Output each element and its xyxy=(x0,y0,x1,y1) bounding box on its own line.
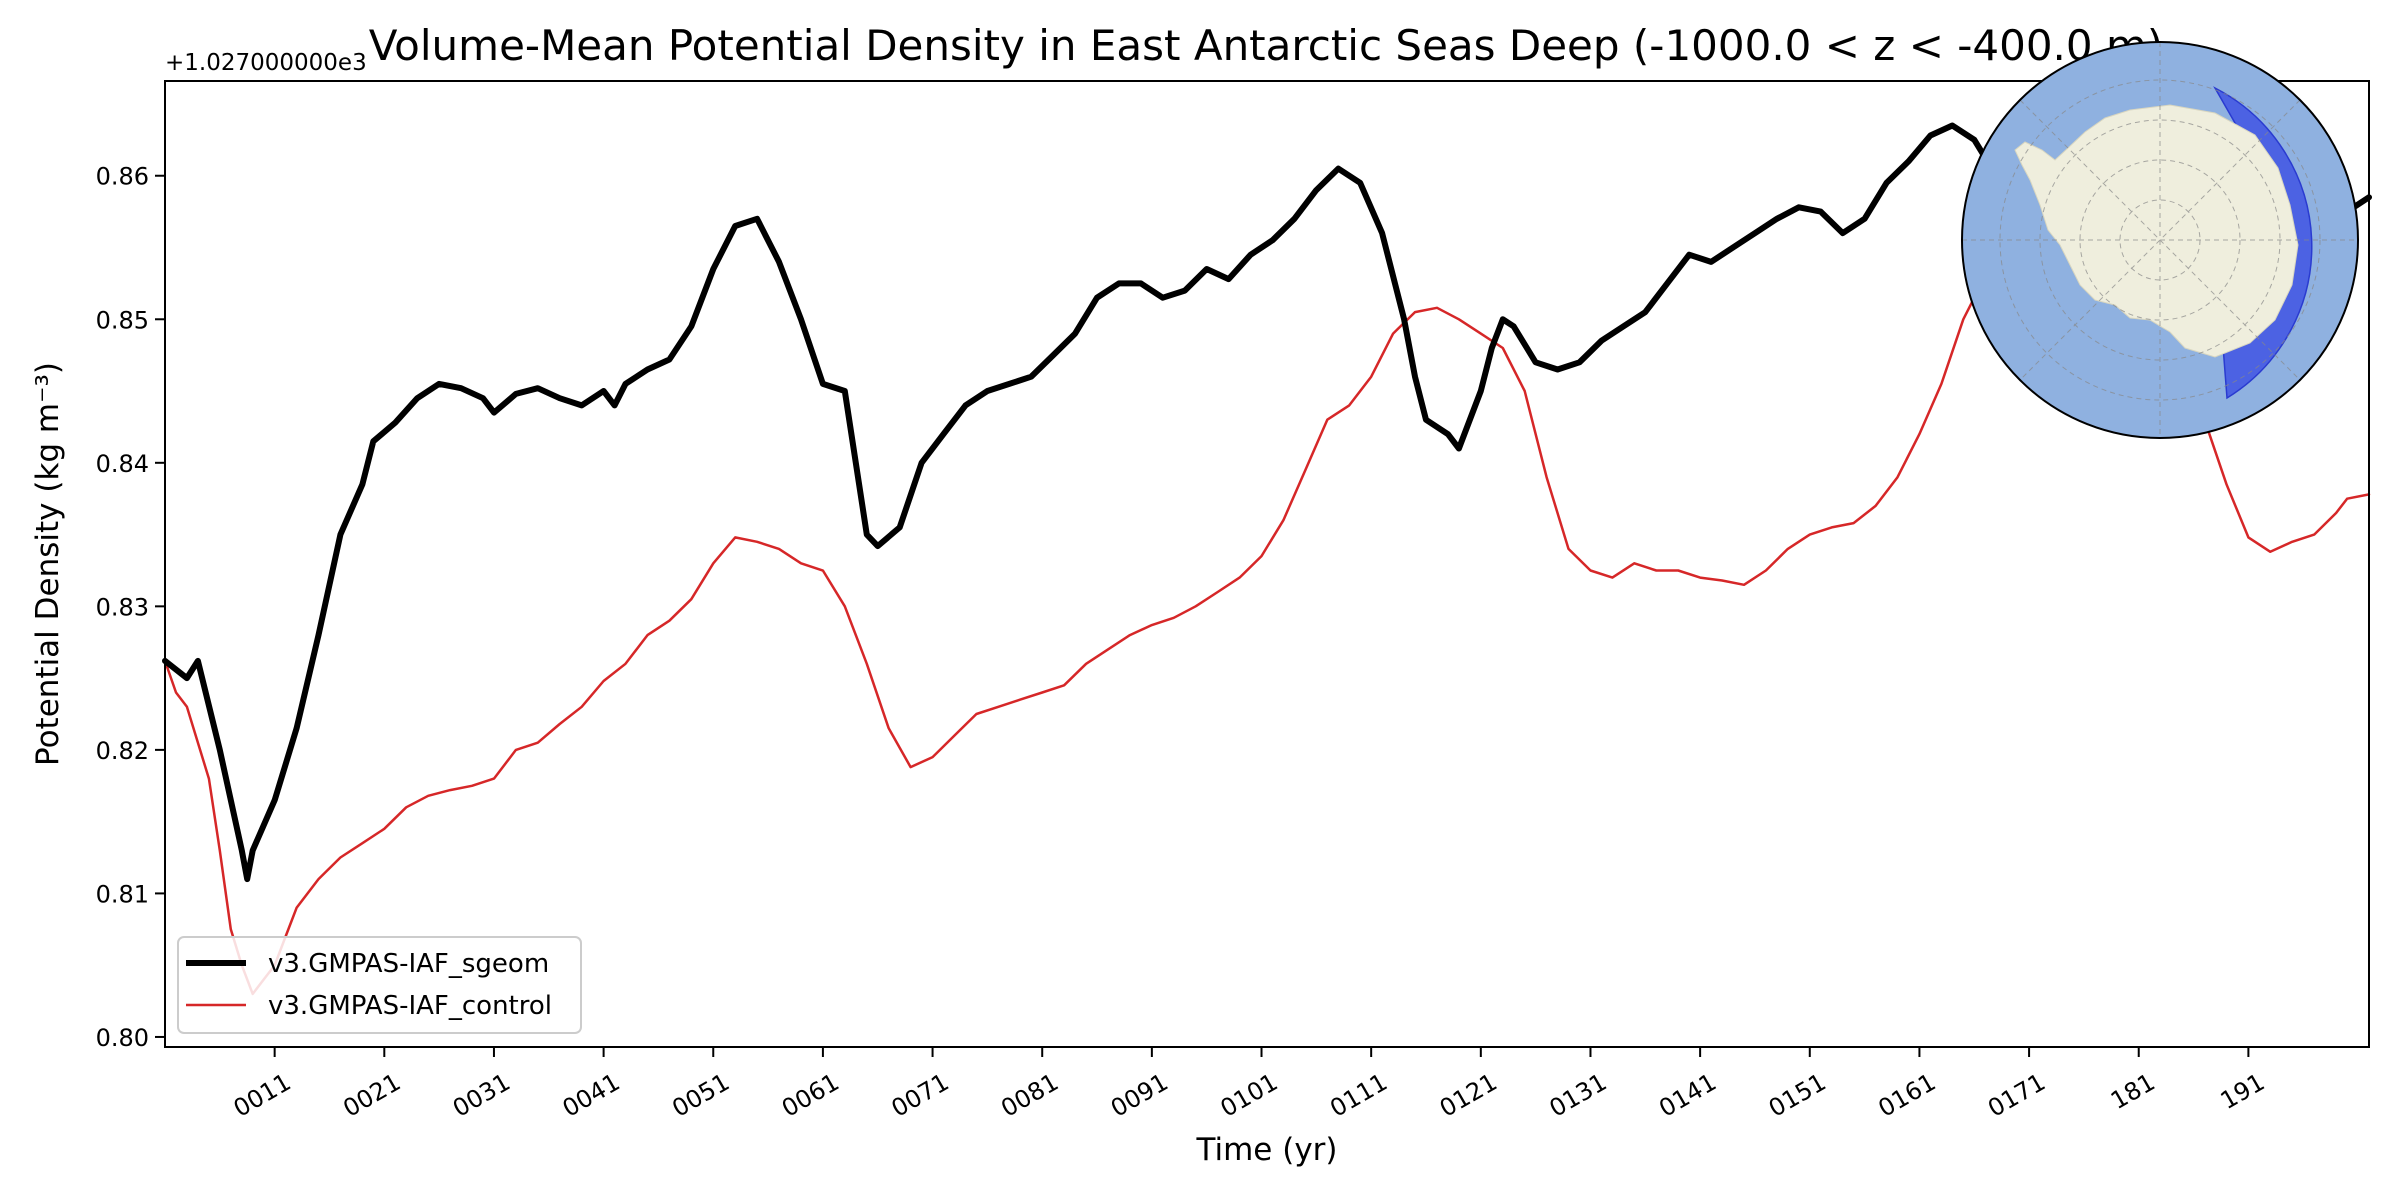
y-axis: 0.80 0.81 0.82 0.83 0.84 0.85 0.86 xyxy=(96,163,165,1052)
map-graticule xyxy=(1962,42,2358,438)
y-tick-label: 0.85 xyxy=(96,306,149,334)
legend: v3.GMPAS-IAF_sgeom v3.GMPAS-IAF_control xyxy=(177,936,582,1034)
legend-box xyxy=(177,936,582,1034)
y-tick-label: 0.80 xyxy=(96,1024,149,1052)
x-axis-label: Time (yr) xyxy=(1196,1132,1338,1168)
axes-frame xyxy=(164,80,2370,1048)
series-line-sgeom xyxy=(162,122,2372,883)
y-tick-label: 0.84 xyxy=(96,450,149,478)
y-axis-label: Potential Density (kg m⁻³) xyxy=(30,362,66,766)
chart-title: Volume-Mean Potential Density in East An… xyxy=(369,21,2164,70)
y-tick-label: 0.83 xyxy=(96,593,149,621)
map-boundary xyxy=(1961,41,2359,439)
y-tick-label: 0.86 xyxy=(96,163,149,191)
legend-label-sgeom: v3.GMPAS-IAF_sgeom xyxy=(268,949,549,979)
y-tick-label: 0.82 xyxy=(96,737,149,765)
legend-label-control: v3.GMPAS-IAF_control xyxy=(268,991,552,1021)
y-offset-label: +1.027000000e3 xyxy=(165,50,367,76)
map-antarctica-land xyxy=(2014,104,2299,358)
y-tick-label: 0.81 xyxy=(96,880,149,908)
inset-map xyxy=(1961,41,2359,439)
